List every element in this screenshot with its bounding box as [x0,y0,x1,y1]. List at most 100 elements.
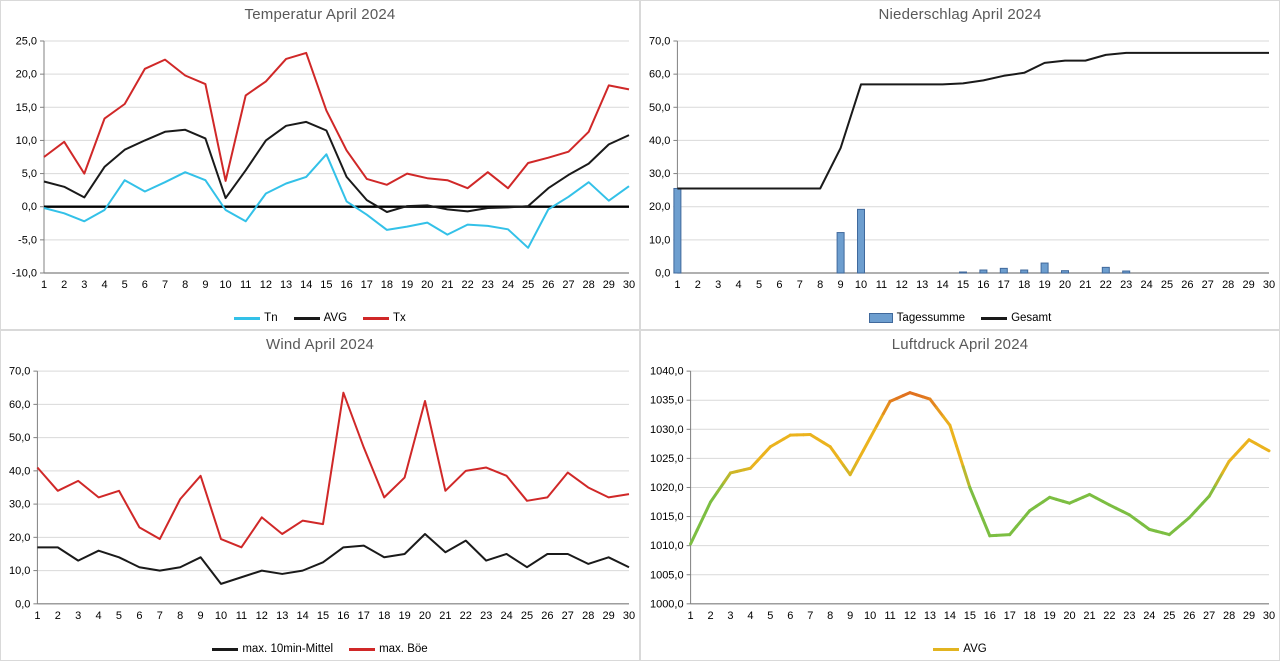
bar [1101,266,1110,274]
legend: max. 10min-Mittel max. Böe [1,643,639,655]
x-tick-label: 7 [162,279,168,291]
x-tick-label: 4 [747,610,753,622]
x-tick-label: 17 [1004,610,1016,622]
x-tick-label: 3 [75,610,81,622]
x-tick-label: 10 [855,279,867,291]
x-tick-label: 28 [583,279,595,291]
x-tick-label: 30 [623,610,635,622]
x-tick-label: 17 [358,610,370,622]
tagessumme-bar-marker [868,313,893,323]
pressure-plot: 1040,01035,01030,01025,01020,01015,01010… [650,366,1275,622]
x-tick-label: 27 [562,610,574,622]
pressure-chart-panel: Luftdruck April 2024 1040,0 1035,0 1030,0 1… [640,330,1280,661]
x-tick-label: 3 [81,279,87,291]
x-tick-label: 19 [1043,610,1055,622]
x-tick-label: 30 [1263,279,1275,291]
x-tick-label: 28 [582,610,594,622]
x-tick-label: 23 [1120,279,1132,291]
x-tick-label: 21 [1083,610,1095,622]
y-tick-label: 40,0 [649,135,670,147]
chart-title: Wind April 2024 [265,336,375,353]
x-tick-label: 24 [1140,279,1152,291]
x-tick-label: 22 [1100,279,1112,291]
y-tick-label: 0,0 [15,598,30,610]
y-tick-label: 1040,0 [650,366,684,378]
x-tick-label: 15 [957,279,969,291]
x-tick-label: 11 [876,279,887,291]
x-tick-label: 30 [623,279,635,291]
legend-label: AVG [323,312,348,324]
x-tick-label: 30 [1263,610,1275,622]
temperature-chart-panel: Temperatur April 2024 25,0 20,0 15,0 10,0 5,… [0,0,640,330]
x-tick-label: 26 [1183,610,1195,622]
x-tick-label: 28 [1222,279,1234,291]
x-tick-label: 14 [936,279,948,291]
y-tick-label: 50,0 [9,432,30,444]
x-tick-label: 27 [1202,279,1214,291]
x-tick-labels: 1 2 3 4 5 6 7 8 9 10 11 12 13 14 15 16 17 18 19 20 21 22 23 24 2… [41,279,635,291]
x-tick-label: 24 [500,610,512,622]
x-tick-label: 9 [847,610,853,622]
x-tick-label: 10 [864,610,876,622]
y-tick-label: 10,0 [16,135,37,147]
line-path [37,533,630,585]
x-tick-label: 7 [797,279,803,291]
bar [857,208,865,274]
x-tick-label: 4 [96,610,102,622]
y-tick-label: 30,0 [649,168,670,180]
x-tick-label: 19 [401,279,413,291]
x-tick-label: 13 [280,279,292,291]
x-tick-label: 5 [767,610,773,622]
x-tick-label: 4 [101,279,107,291]
y-tick-label: 60,0 [649,69,670,81]
x-tick-label: 10 [215,610,227,622]
y-tick-label: 5,0 [22,168,37,180]
x-tick-label: 18 [381,279,393,291]
x-tick-label: 8 [177,610,183,622]
line-path [677,51,1269,190]
x-tick-label: 23 [1123,610,1135,622]
x-tick-label: 27 [1203,610,1215,622]
y-tick-label: 1015,0 [650,511,684,523]
x-tick-label: 12 [904,610,916,622]
x-tick-label: 29 [602,610,614,622]
x-tick-label: 13 [924,610,936,622]
legend-item-boee: max. Böe [349,643,428,655]
x-tick-label: 24 [502,279,514,291]
y-grid [33,370,629,605]
x-tick-label: 27 [562,279,574,291]
series-line-max. 10min-Mittel [37,533,630,585]
x-tick-label: 12 [260,279,272,291]
x-tick-label: 25 [521,610,533,622]
legend-label: Tn [264,312,278,324]
y-tick-label: -10,0 [12,268,37,280]
x-tick-label: 12 [256,610,268,622]
x-tick-label: 15 [317,610,329,622]
bar [1040,262,1049,274]
x-tick-label: 23 [480,610,492,622]
wind-chart-panel: Wind April 2024 70,0 60,0 50,0 40,0 30,0 20,0… [0,330,640,661]
x-tick-label: 20 [1059,279,1071,291]
line-path [43,120,630,213]
y-tick-label: 30,0 [9,499,30,511]
tx-line-marker [363,316,390,320]
x-tick-label: 9 [202,279,208,291]
x-tick-label: 20 [1063,610,1075,622]
bar [836,232,845,274]
legend: AVG [641,643,1279,655]
x-tick-label: 22 [460,610,472,622]
x-tick-label: 26 [542,279,554,291]
series-line-AVG [43,120,630,213]
x-tick-label: 11 [236,610,247,622]
legend-label: AVG [963,643,987,655]
gesamt-line-marker [981,316,1008,320]
x-tick-label: 1 [34,610,40,622]
x-tick-label: 6 [142,279,148,291]
x-tick-label: 18 [1018,279,1030,291]
y-tick-label: 1010,0 [650,540,684,552]
y-tick-label: 25,0 [16,36,37,48]
y-tick-label: 10,0 [649,234,670,246]
x-tick-label: 8 [817,279,823,291]
x-tick-label: 29 [1243,610,1255,622]
